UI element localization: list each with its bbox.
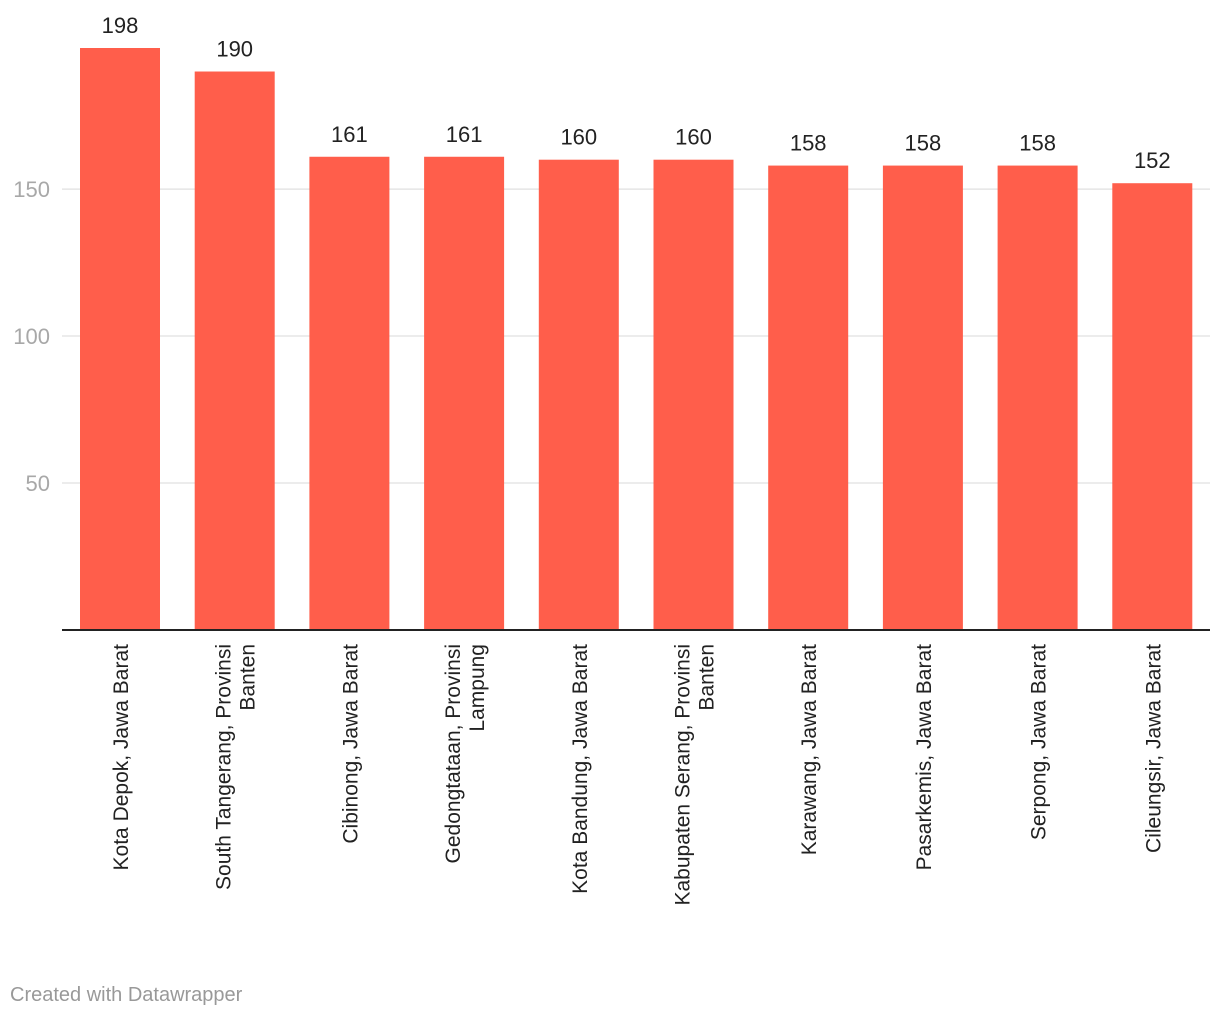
bar-value-label: 158 [790, 131, 827, 156]
x-tick-label: Karawang, Jawa Barat [798, 644, 821, 855]
y-tick-label: 50 [26, 471, 50, 496]
bar-value-label: 161 [446, 122, 483, 147]
datawrapper-credit: Created with Datawrapper [10, 984, 243, 1006]
y-tick-label: 150 [13, 177, 50, 202]
bar-value-label: 160 [675, 125, 712, 150]
y-tick-label: 100 [13, 324, 50, 349]
x-tick-label: Cileungsir, Jawa Barat [1142, 644, 1165, 853]
bar-value-label: 160 [560, 125, 597, 150]
bars [80, 48, 1193, 631]
bar-value-label: 152 [1134, 148, 1171, 173]
bar-value-label: 158 [1019, 131, 1056, 156]
x-tick-label-line: South Tangerang, Provinsi [213, 644, 236, 890]
bar [538, 159, 619, 631]
x-tick-label: Gedongtataan, Provinsi Lampung [442, 644, 489, 863]
bar [768, 165, 849, 631]
x-tick-label-line: Lampung [466, 644, 489, 732]
x-axis-labels: Kota Depok, Jawa Barat South Tangerang, P… [110, 644, 1165, 906]
x-tick-label-line: Karawang, Jawa Barat [798, 644, 821, 855]
bar-value-label: 161 [331, 122, 368, 147]
x-tick-label-line: Banten [237, 644, 260, 711]
bar [424, 156, 505, 630]
x-tick-label-line: Kota Bandung, Jawa Barat [569, 644, 592, 894]
x-tick-label: Cibinong, Jawa Barat [339, 644, 362, 844]
x-tick-label: Kabupaten Serang, Provinsi Banten [672, 644, 719, 906]
bar-value-label: 198 [102, 13, 139, 38]
x-tick-label-line: Cibinong, Jawa Barat [339, 644, 362, 844]
x-tick-label: Kota Bandung, Jawa Barat [569, 644, 592, 894]
bar [80, 48, 160, 630]
bar [1112, 183, 1193, 630]
bar [653, 159, 734, 631]
x-tick-label-line: Pasarkemis, Jawa Barat [913, 644, 936, 871]
bar [882, 165, 963, 631]
value-labels: 198 190 161 161 160 160 158 158 158 152 [102, 13, 1171, 173]
x-tick-label-line: Serpong, Jawa Barat [1028, 644, 1051, 840]
x-tick-label-line: Gedongtataan, Provinsi [442, 644, 465, 863]
x-tick-label-line: Banten [696, 644, 719, 711]
bar-value-label: 190 [216, 37, 253, 62]
bar [309, 156, 390, 630]
x-tick-label: Pasarkemis, Jawa Barat [913, 644, 936, 871]
x-tick-label-line: Cileungsir, Jawa Barat [1142, 644, 1165, 853]
x-tick-label: Serpong, Jawa Barat [1028, 644, 1051, 840]
bar [194, 71, 275, 631]
bar [997, 165, 1078, 631]
x-tick-label: Kota Depok, Jawa Barat [110, 644, 133, 871]
x-tick-label-line: Kabupaten Serang, Provinsi [672, 644, 695, 906]
bar-value-label: 158 [905, 131, 942, 156]
x-tick-label-line: Kota Depok, Jawa Barat [110, 644, 133, 871]
x-tick-label: South Tangerang, Provinsi Banten [213, 644, 260, 890]
